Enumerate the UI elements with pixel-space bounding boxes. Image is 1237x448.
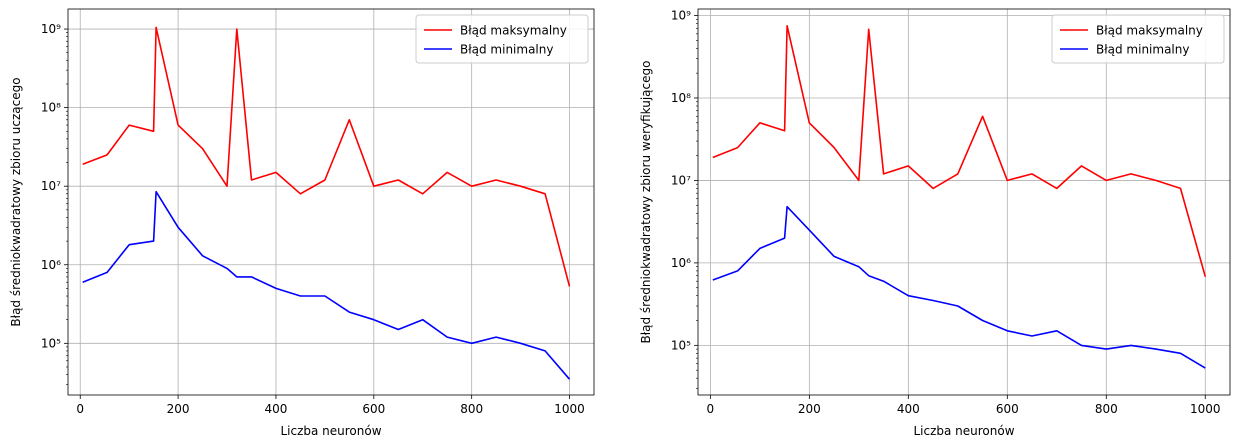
series-line-min: [712, 205, 1206, 369]
x-tick-label: 0: [707, 402, 715, 416]
y-tick-label: 10⁵: [671, 338, 691, 352]
x-tick-label: 200: [167, 402, 190, 416]
y-axis-label: Błąd średniokwadratowy zbioru uczącego: [9, 77, 23, 326]
x-tick-label: 600: [996, 402, 1019, 416]
series-line-min: [82, 190, 571, 380]
axes-frame: [67, 8, 595, 396]
y-tick-label: 10⁵: [41, 336, 61, 350]
legend-entry: Błąd minimalny: [1096, 43, 1189, 57]
legend-box: [1051, 14, 1225, 64]
legend-entry: Błąd maksymalny: [1096, 24, 1203, 38]
x-tick-label: 600: [362, 402, 385, 416]
y-tick-label: 10⁸: [671, 91, 691, 105]
y-tick-label: 10⁷: [671, 173, 691, 187]
grid: [68, 9, 594, 395]
legend: Błąd maksymalny Błąd minimalny: [415, 14, 589, 64]
y-tick-label: 10⁶: [671, 256, 691, 270]
y-tick-label: 10⁷: [41, 179, 61, 193]
chart-1: 0 200 400 600 800 1000 10⁵ 10⁶ 10⁷ 10⁸ 10⁹ Liczba n…: [9, 8, 595, 438]
x-tick-label: 1000: [554, 402, 585, 416]
chart-2: 0 200 400 600 800 1000 10⁵ 10⁶ 10⁷ 10⁸ 10⁹ Liczba n…: [639, 8, 1231, 438]
x-tick-label: 0: [76, 402, 84, 416]
x-tick-label: 800: [1095, 402, 1118, 416]
legend-entry: Błąd minimalny: [460, 43, 553, 57]
x-tick-label: 1000: [1190, 402, 1221, 416]
x-tick-label: 400: [897, 402, 920, 416]
x-tick-label: 200: [798, 402, 821, 416]
axes-frame: [697, 8, 1231, 396]
x-tick-label: 800: [460, 402, 483, 416]
y-axis-label: Błąd średniokwadratowy zbioru weryfikują…: [639, 61, 653, 344]
legend-entry: Błąd maksymalny: [460, 24, 567, 38]
y-tick-label: 10⁸: [41, 101, 61, 115]
y-tick-label: 10⁹: [41, 22, 61, 36]
legend: Błąd maksymalny Błąd minimalny: [1051, 14, 1225, 64]
series-line-max: [712, 24, 1207, 277]
x-axis-label: Liczba neuronów: [913, 424, 1014, 438]
series-line-max: [82, 26, 571, 287]
x-axis-label: Liczba neuronów: [280, 424, 381, 438]
grid: [698, 9, 1230, 395]
y-tick-label: 10⁹: [671, 9, 691, 23]
y-tick-label: 10⁶: [41, 258, 61, 272]
x-tick-label: 400: [265, 402, 288, 416]
legend-box: [415, 14, 589, 64]
